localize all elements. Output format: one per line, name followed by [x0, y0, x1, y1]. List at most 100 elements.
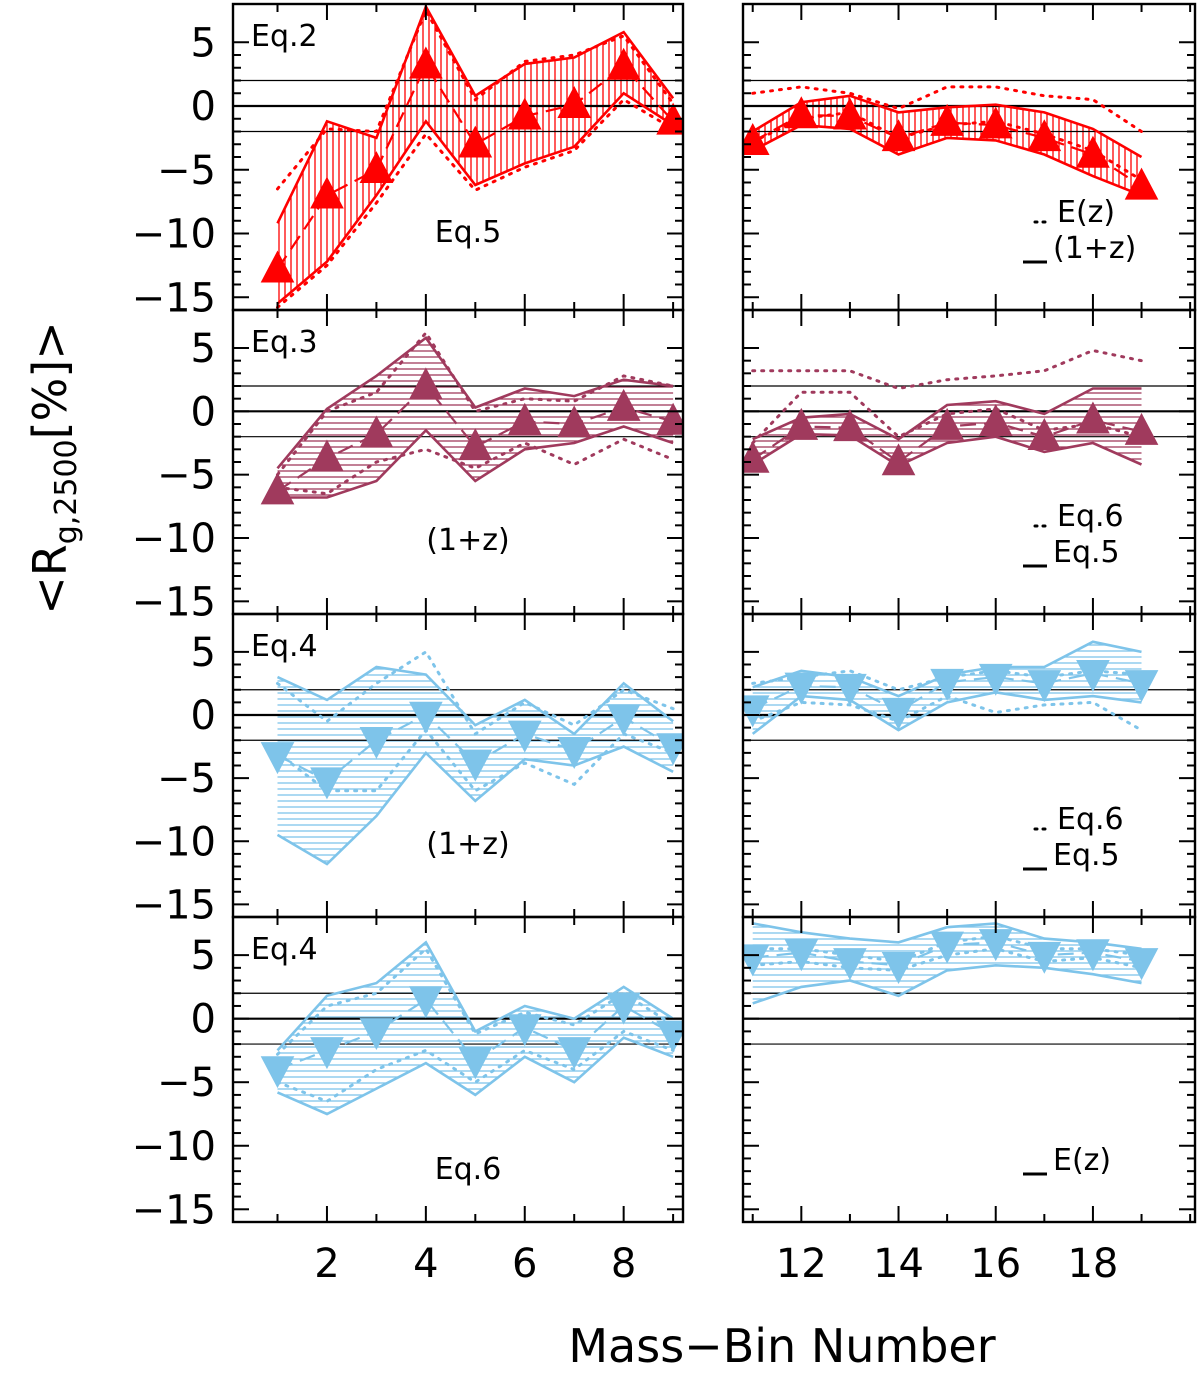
y-axis-title-subscript: g,2500	[49, 439, 84, 544]
panel-label-top: Eq.2	[251, 19, 318, 54]
triangle-down-marker	[1124, 670, 1159, 703]
band-lower-line	[752, 123, 1142, 197]
triangle-up-marker	[930, 407, 964, 440]
panel-plot-area	[233, 940, 683, 1116]
triangle-down-marker	[409, 701, 443, 734]
panel-3-left: Eq.4 Eq.6	[231, 915, 685, 1224]
center-line	[276, 384, 674, 493]
triangle-up-marker	[310, 176, 344, 209]
panel-0-left: Eq.2 Eq.5	[231, 2, 685, 312]
panel-0-right: E(z)(1+z)	[741, 2, 1197, 312]
triangle-up-marker	[557, 405, 592, 438]
panel-label-top: Eq.3	[251, 325, 318, 360]
triangle-down-marker	[260, 1056, 295, 1089]
panel-plot-area	[743, 922, 1195, 1045]
triangle-down-marker	[310, 1037, 344, 1070]
triangle-up-marker	[409, 367, 443, 400]
triangle-down-marker	[1027, 670, 1062, 703]
triangle-up-marker	[458, 428, 493, 461]
error-band	[277, 942, 674, 1114]
triangle-up-marker	[1124, 167, 1159, 200]
panel-plot-area	[233, 330, 683, 505]
panel-label-top: Eq.4	[251, 932, 318, 967]
band-lower-line	[277, 425, 674, 499]
dotted-upper-line	[276, 6, 675, 191]
triangle-down-marker	[606, 704, 641, 737]
band-upper-line	[752, 387, 1142, 441]
panel-plot-area	[743, 640, 1195, 741]
panel-frame	[741, 308, 1197, 616]
triangle-up-marker	[978, 106, 1013, 139]
band-lower-line	[752, 963, 1142, 1005]
y-tick-label: 0	[191, 389, 216, 435]
x-tick-label: 2	[314, 1241, 339, 1287]
x-tick-label: 4	[413, 1241, 438, 1287]
triangle-up-marker	[310, 439, 344, 472]
triangle-up-marker	[784, 96, 819, 129]
triangle-down-marker	[1076, 939, 1110, 972]
triangle-up-marker	[260, 250, 295, 283]
triangle-down-marker	[359, 1018, 394, 1051]
dotted-upper-line	[276, 330, 675, 477]
triangle-down-marker	[833, 948, 867, 981]
triangle-down-marker	[557, 1037, 592, 1070]
band-upper-line	[276, 4, 675, 224]
panel-label-bottom: Eq.5	[435, 215, 502, 250]
triangle-down-marker	[833, 673, 867, 706]
triangle-down-marker	[1124, 948, 1159, 981]
panel-3-right: E(z)	[741, 915, 1197, 1224]
panel-label-bottom: (1+z)	[426, 523, 509, 558]
triangle-down-marker	[784, 672, 819, 705]
panel-plot-area	[233, 4, 683, 309]
x-tick-label: 16	[970, 1241, 1021, 1287]
triangle-down-marker	[743, 695, 770, 728]
triangle-down-marker	[978, 663, 1013, 696]
band-upper-line	[276, 940, 674, 1052]
triangle-down-marker	[507, 720, 542, 753]
panel-plot-area	[743, 79, 1195, 200]
y-axis-title: <Rg,2500[%]>	[23, 321, 84, 615]
y-tick-label: 0	[191, 997, 216, 1043]
dotted-upper-line	[751, 85, 1143, 133]
panel-label-top: Eq.4	[251, 629, 318, 664]
panel-2-right: Eq.6Eq.5	[741, 612, 1197, 919]
y-tick-label: 5	[191, 933, 216, 979]
triangle-up-marker	[1027, 119, 1062, 152]
triangle-up-marker	[1076, 401, 1110, 434]
y-tick-label: −15	[132, 882, 216, 928]
y-tick-label: −15	[132, 275, 216, 321]
x-tick-label: 12	[776, 1241, 827, 1287]
triangle-up-marker	[881, 119, 916, 152]
y-tick-label: −10	[132, 1124, 216, 1170]
x-tick-label: 8	[611, 1241, 636, 1287]
legend-dotted-label: Eq.6	[1057, 802, 1124, 837]
legend-dotted-label: E(z)	[1057, 195, 1115, 230]
y-axis-title-main: <R	[23, 544, 77, 615]
y-tick-label: −5	[157, 148, 216, 194]
triangle-down-marker	[1076, 660, 1110, 693]
triangle-up-marker	[557, 86, 592, 119]
dotted-lower-line	[276, 727, 675, 793]
y-tick-label: 0	[191, 84, 216, 130]
triangle-up-marker	[606, 388, 641, 421]
panel-plot-area	[233, 649, 683, 866]
legend-solid-label: Eq.5	[1053, 535, 1120, 570]
triangle-down-marker	[1027, 941, 1062, 974]
triangle-down-marker	[930, 668, 964, 701]
dotted-upper-line	[276, 649, 675, 736]
triangle-up-marker	[409, 46, 443, 79]
x-tick-label: 14	[873, 1241, 924, 1287]
triangle-up-marker	[784, 407, 819, 440]
triangle-up-marker	[507, 97, 542, 130]
band-upper-line	[752, 922, 1142, 951]
panel-grid: Eq.2Eq.5E(z)(1+z)Eq.3(1+z)Eq.6Eq.5Eq.4(1…	[231, 2, 1197, 1224]
panel-1-right: Eq.6Eq.5	[741, 308, 1197, 616]
triangle-up-marker	[359, 151, 394, 184]
triangle-up-marker	[1076, 135, 1110, 168]
legend-solid-label: E(z)	[1053, 1143, 1111, 1178]
triangle-down-marker	[260, 742, 295, 775]
svg-text:<Rg,2500[%]>: <Rg,2500[%]>	[23, 321, 84, 615]
panel-label-bottom: (1+z)	[426, 827, 509, 862]
triangle-up-marker	[260, 472, 295, 505]
